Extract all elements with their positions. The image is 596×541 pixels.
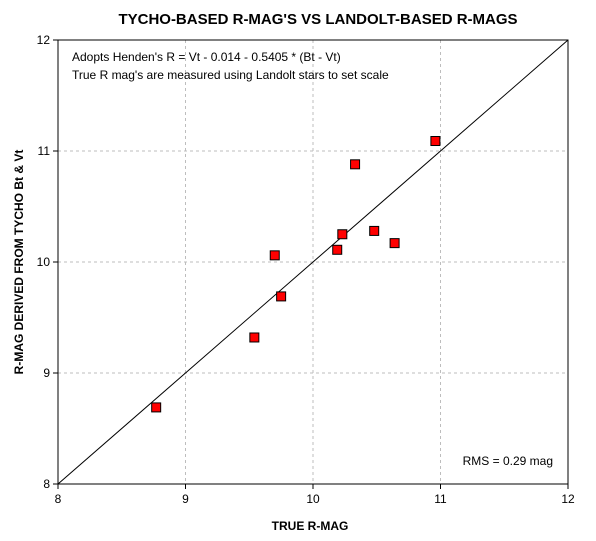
y-tick-label: 9 [43, 366, 50, 380]
data-point [151, 402, 162, 413]
y-tick-label: 8 [43, 477, 50, 491]
annotation-rms: RMS = 0.29 mag [463, 454, 553, 468]
data-point [389, 238, 400, 249]
x-tick-label: 11 [434, 492, 447, 506]
x-tick-label: 12 [561, 492, 575, 506]
identity-reference-line [57, 39, 569, 485]
x-tick-label: 9 [182, 492, 189, 506]
y-tick-label: 11 [38, 144, 51, 158]
x-tick-label: 10 [306, 492, 320, 506]
y-tick-label: 12 [37, 33, 51, 47]
data-point [369, 225, 380, 236]
data-point [276, 291, 287, 302]
data-point [332, 244, 343, 255]
data-points [151, 136, 441, 413]
y-tick-labels: 8 9 10 11 12 [37, 33, 51, 491]
data-point [350, 159, 361, 170]
y-tick-label: 10 [37, 255, 51, 269]
data-point [430, 136, 441, 147]
annotation-formula: Adopts Henden's R = Vt - 0.014 - 0.5405 … [72, 50, 341, 64]
axis-ticks [53, 39, 569, 489]
data-point [337, 229, 348, 240]
annotation-note: True R mag's are measured using Landolt … [72, 68, 389, 82]
x-tick-label: 8 [55, 492, 62, 506]
y-axis-label: R-MAG DERIVED FROM TYCHO Bt & Vt [12, 150, 26, 375]
x-axis-label: TRUE R-MAG [272, 519, 349, 533]
chart-title: TYCHO-BASED R-MAG'S VS LANDOLT-BASED R-M… [118, 11, 517, 28]
data-point [249, 332, 260, 343]
data-point [269, 250, 280, 261]
x-tick-labels: 8 9 10 11 12 [55, 492, 575, 506]
